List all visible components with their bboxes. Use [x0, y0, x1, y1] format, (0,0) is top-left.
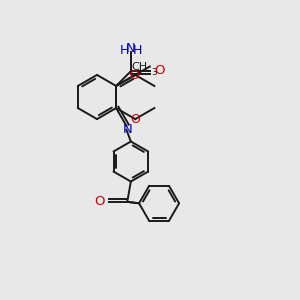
Text: H: H [120, 44, 129, 57]
Text: N: N [122, 123, 132, 136]
Text: O: O [130, 69, 140, 82]
Text: 3: 3 [151, 68, 157, 77]
Text: O: O [130, 112, 140, 126]
Text: CH: CH [131, 61, 147, 71]
Text: O: O [94, 195, 105, 208]
Text: O: O [155, 64, 165, 77]
Text: N: N [126, 42, 136, 56]
Text: H: H [133, 44, 142, 57]
